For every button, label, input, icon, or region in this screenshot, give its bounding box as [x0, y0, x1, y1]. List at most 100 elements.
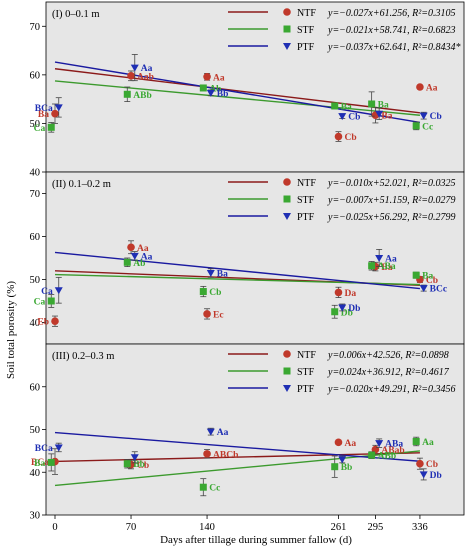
- data-point-ptf: [130, 454, 139, 462]
- y-tick-label: 50: [30, 425, 41, 436]
- data-point-ptf: [206, 270, 215, 278]
- significance-label: ABb: [378, 452, 396, 462]
- x-tick-label: 0: [52, 522, 57, 533]
- y-tick-label: 60: [30, 70, 41, 81]
- significance-label: Aa: [426, 84, 438, 94]
- data-point-stf: [199, 483, 207, 491]
- significance-label: Ba: [38, 110, 49, 120]
- data-point-ntf: [203, 450, 211, 458]
- legend-name: NTF: [297, 8, 316, 19]
- significance-label: ABab: [381, 446, 404, 456]
- data-point-stf: [368, 262, 376, 270]
- data-point-stf: [368, 451, 376, 459]
- data-point-stf: [199, 288, 207, 296]
- data-point-ptf: [375, 440, 384, 448]
- regression-line-ptf: [54, 251, 421, 290]
- significance-label: Aa: [217, 428, 229, 438]
- y-tick-label: 60: [30, 232, 41, 243]
- significance-label: Ba: [381, 263, 392, 273]
- legend-name: PTF: [297, 212, 315, 223]
- legend-equation: y=−0.021x+58.741, R²=0.6823: [327, 25, 455, 36]
- legend-equation: y=−0.020x+49.291, R²=0.3456: [327, 384, 455, 395]
- data-point-ntf: [127, 72, 135, 80]
- significance-label: BCc: [430, 285, 447, 295]
- panel-title: (I) 0–0.1 m: [52, 9, 100, 20]
- significance-label: Cc: [209, 484, 220, 494]
- regression-line-stf: [54, 80, 420, 116]
- y-tick-label: 60: [30, 382, 41, 393]
- data-point-stf: [331, 102, 339, 110]
- significance-label: Ba: [381, 112, 392, 122]
- significance-label: Bb: [217, 89, 229, 99]
- significance-label: Aa: [137, 244, 149, 254]
- legend-equation: y=0.024x+36.912, R²=0.4617: [327, 367, 450, 378]
- data-point-ptf: [54, 287, 63, 295]
- data-point-stf: [331, 463, 339, 471]
- data-point-ptf: [419, 471, 428, 479]
- x-tick-label: 261: [331, 522, 347, 533]
- x-tick-label: 70: [126, 522, 137, 533]
- x-tick-label: 140: [199, 522, 215, 533]
- x-tick-label: 336: [412, 522, 428, 533]
- significance-label: Aa: [344, 439, 356, 449]
- y-tick-label: 70: [30, 22, 41, 33]
- legend-equation: y=−0.027x+61.256, R²=0.3105: [327, 8, 455, 19]
- data-point-ptf: [375, 255, 384, 262]
- data-point-ntf: [127, 243, 135, 252]
- data-point-ntf: [334, 288, 343, 297]
- data-point-stf: [123, 460, 131, 468]
- significance-label: Cb: [426, 276, 438, 286]
- data-point-stf: [123, 90, 131, 98]
- significance-label: Ca: [34, 124, 46, 134]
- significance-label: Aa: [213, 73, 225, 83]
- legend-marker: [283, 213, 291, 220]
- legend-marker: [283, 25, 291, 33]
- significance-label: ABb: [133, 91, 151, 101]
- y-tick-label: 40: [30, 468, 41, 479]
- significance-label: Da: [344, 289, 356, 299]
- legend-name: NTF: [297, 178, 316, 189]
- data-point-stf: [123, 258, 131, 266]
- data-point-ptf: [206, 428, 215, 436]
- data-point-ntf: [416, 459, 424, 468]
- panel-1: 40 50 60 70 (I) 0–0.1 m NTF y=−0.027x+61.256, …: [30, 1, 465, 179]
- significance-label: Cc: [422, 122, 433, 132]
- significance-label: Bb: [341, 463, 353, 473]
- significance-label: Aa: [385, 255, 397, 265]
- data-point-stf: [412, 271, 420, 279]
- significance-label: Ca: [41, 287, 53, 297]
- significance-label: Db: [348, 304, 360, 314]
- data-point-stf: [47, 458, 55, 466]
- legend-equation: y=−0.007x+51.159, R²=0.0279: [327, 195, 455, 206]
- data-point-stf: [199, 84, 207, 92]
- legend-marker: [283, 195, 291, 203]
- legend-equation: y=0.006x+42.526, R²=0.0898: [327, 350, 449, 361]
- regression-line-ntf: [54, 68, 421, 114]
- significance-label: Ca: [34, 298, 46, 308]
- data-point-stf: [368, 100, 376, 108]
- legend-marker: [283, 367, 291, 375]
- y-tick-label: 50: [30, 275, 41, 286]
- legend-equation: y=−0.037x+62.641, R²=0.8434*: [327, 42, 460, 53]
- significance-label: Db: [430, 471, 442, 481]
- significance-label: Cb: [209, 288, 221, 298]
- regression-line-ptf: [54, 61, 421, 124]
- significance-label: Ec: [213, 310, 224, 320]
- significance-label: BCa: [35, 104, 53, 114]
- legend-name: STF: [297, 367, 315, 378]
- x-axis-title: Days after tillage during summer fallow …: [160, 534, 352, 546]
- legend-marker: [283, 43, 291, 50]
- legend-equation: y=−0.025x+56.292, R²=0.2799: [327, 212, 455, 223]
- data-point-ptf: [130, 252, 139, 260]
- data-point-ntf: [51, 317, 59, 326]
- significance-label: Ba: [217, 270, 228, 280]
- data-point-ptf: [338, 113, 347, 121]
- regression-line-ntf: [54, 452, 420, 463]
- panel-2: 40 50 60 70 (II) 0.1–0.2 m NTF y=−0.010x+52.02…: [30, 171, 465, 348]
- significance-label: Ab: [209, 84, 221, 94]
- y-tick-label: 50: [30, 119, 41, 130]
- data-point-ptf: [130, 64, 139, 72]
- significance-label: BCa: [35, 444, 53, 454]
- data-point-stf: [47, 123, 55, 131]
- panels-layer: 40 50 60 70 (I) 0–0.1 m NTF y=−0.027x+61.256, …: [30, 1, 465, 533]
